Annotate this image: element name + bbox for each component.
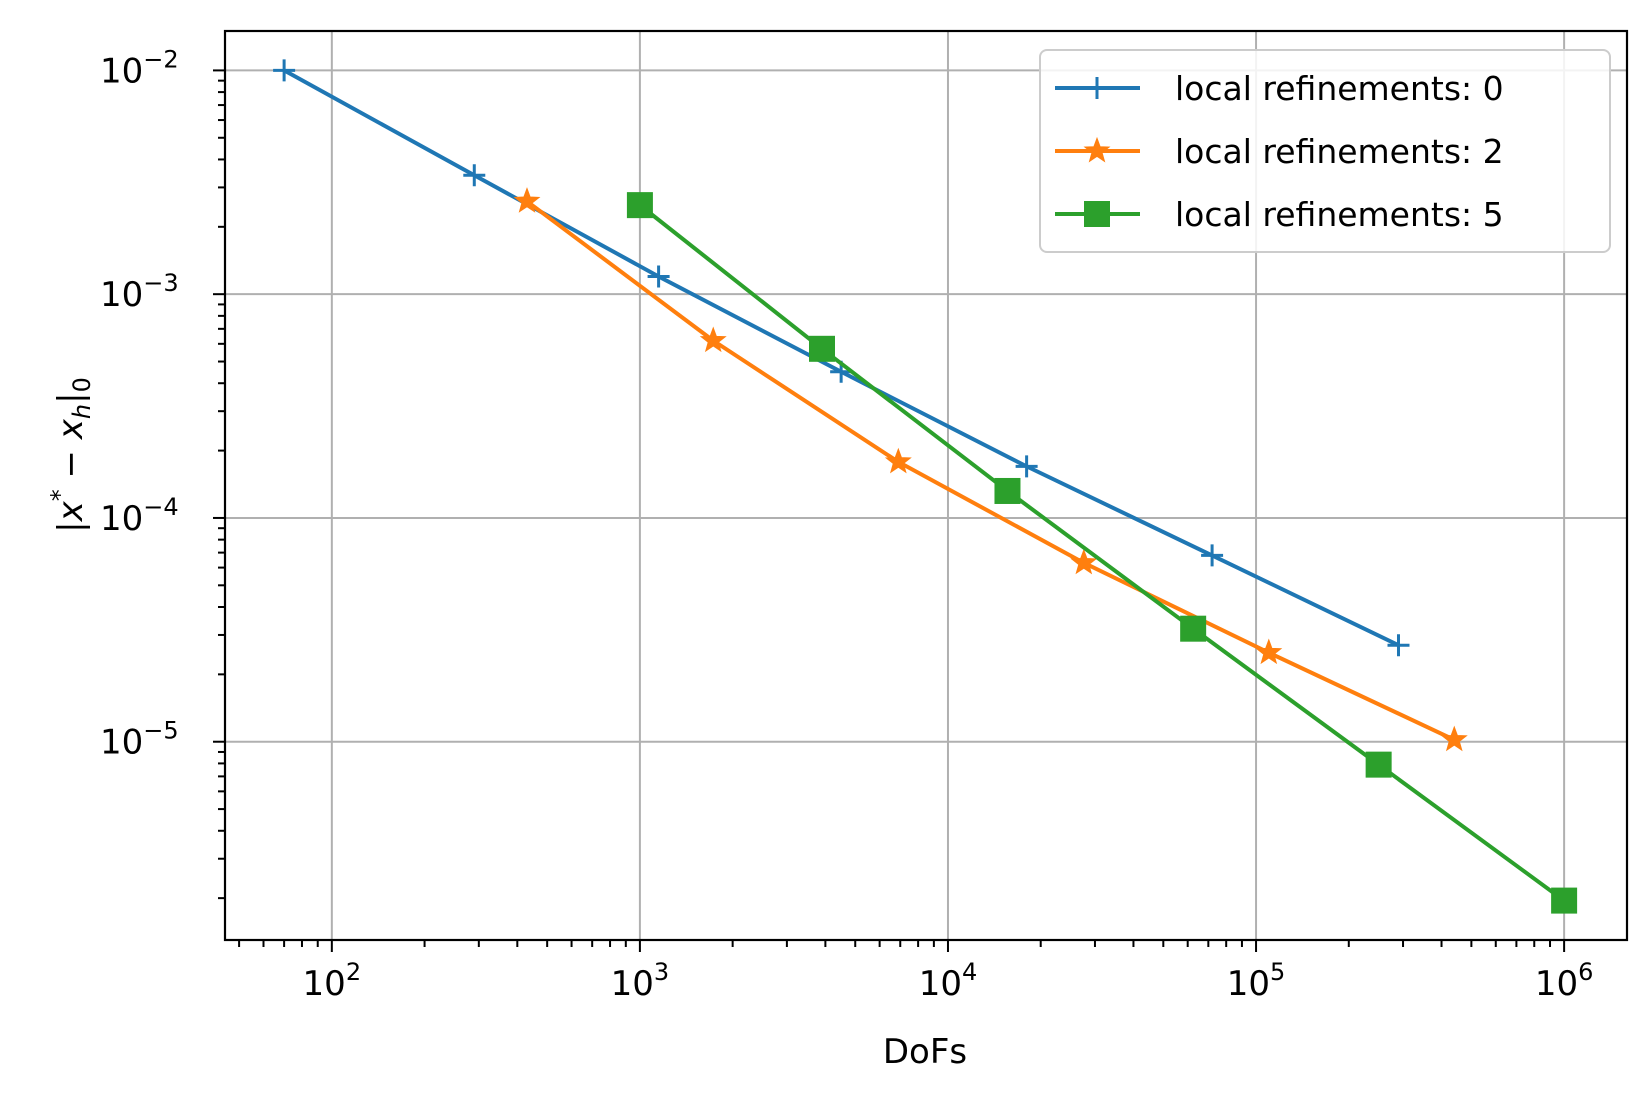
star-marker bbox=[1083, 136, 1111, 163]
x-tick-label: 106 bbox=[1535, 958, 1594, 1004]
square-marker bbox=[626, 192, 653, 219]
plus-marker bbox=[463, 164, 486, 187]
legend-label: local refinements: 5 bbox=[1175, 195, 1504, 234]
series-line bbox=[525, 199, 1456, 742]
plus-marker bbox=[1015, 455, 1038, 478]
plus-marker bbox=[1086, 77, 1108, 99]
star-marker bbox=[1440, 725, 1468, 752]
star-marker bbox=[699, 326, 727, 353]
series-line bbox=[638, 203, 1566, 903]
series-layer bbox=[273, 59, 1578, 914]
y-tick-label: 10−2 bbox=[100, 45, 179, 91]
y-tick-label: 10−3 bbox=[100, 269, 179, 315]
series-local-refinements-5 bbox=[626, 192, 1578, 914]
square-marker bbox=[808, 335, 835, 362]
plot-frame bbox=[223, 29, 1629, 942]
legend: local refinements: 0 local refinements: 2… bbox=[1039, 49, 1611, 253]
legend-label: local refinements: 0 bbox=[1175, 69, 1504, 108]
y-axis-label: |x* − xh|0 bbox=[46, 377, 96, 533]
square-marker bbox=[1551, 887, 1578, 914]
plus-marker bbox=[647, 265, 670, 288]
axis-ticks bbox=[213, 69, 1566, 952]
plus-marker bbox=[1201, 544, 1224, 567]
square-marker bbox=[1180, 615, 1207, 642]
x-tick-label: 104 bbox=[919, 958, 978, 1004]
star-marker bbox=[1255, 638, 1283, 665]
y-tick-label: 10−5 bbox=[100, 717, 179, 763]
plus-marker bbox=[1387, 634, 1410, 657]
star-marker bbox=[1070, 548, 1098, 575]
tick-labels: 102 103 104 105 106 10−5 10−4 10−3 10−2 bbox=[100, 45, 1593, 1004]
star-marker bbox=[513, 187, 541, 213]
y-tick-label: 10−4 bbox=[100, 493, 179, 539]
legend-label: local refinements: 2 bbox=[1175, 132, 1504, 171]
square-marker bbox=[1084, 201, 1110, 227]
series-local-refinements-2 bbox=[513, 187, 1468, 752]
star-marker bbox=[884, 447, 912, 474]
x-tick-label: 102 bbox=[303, 958, 362, 1004]
x-tick-label: 103 bbox=[611, 958, 670, 1004]
series-local-refinements-0 bbox=[273, 59, 1410, 657]
legend-box bbox=[1039, 49, 1611, 253]
legend-entry: local refinements: 0 bbox=[1055, 69, 1504, 108]
square-marker bbox=[994, 477, 1021, 504]
plus-marker bbox=[273, 59, 296, 82]
x-tick-label: 105 bbox=[1227, 958, 1286, 1004]
x-axis-label: DoFs bbox=[883, 1032, 967, 1072]
square-marker bbox=[1365, 751, 1392, 778]
legend-entry: local refinements: 2 bbox=[1055, 132, 1504, 171]
legend-entry: local refinements: 5 bbox=[1055, 195, 1504, 234]
